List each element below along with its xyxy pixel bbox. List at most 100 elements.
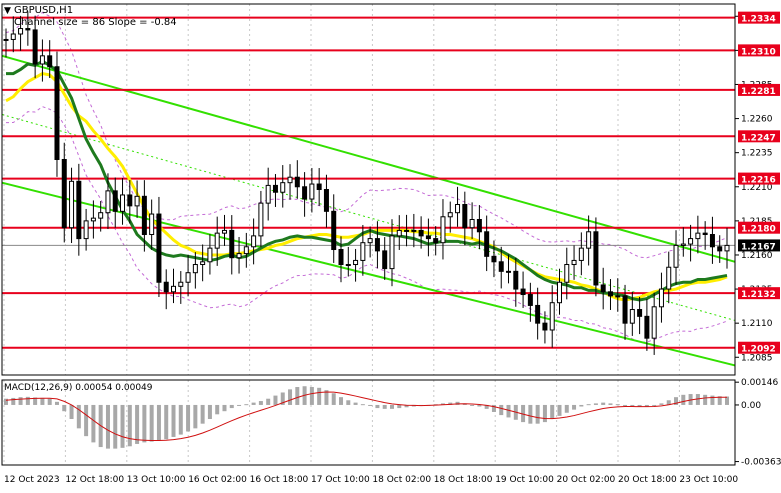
candle-body bbox=[498, 261, 504, 272]
x-tick-label: 17 Oct 10:00 bbox=[311, 475, 370, 485]
macd-histogram-bar bbox=[237, 404, 242, 406]
macd-histogram-bar bbox=[40, 397, 45, 405]
candle bbox=[214, 216, 220, 266]
candle-body bbox=[527, 294, 533, 306]
macd-histogram-bar bbox=[652, 404, 657, 406]
macd-histogram-bar bbox=[615, 404, 620, 406]
candle-body bbox=[302, 186, 308, 200]
macd-histogram-bar bbox=[69, 404, 74, 419]
candle-body bbox=[243, 246, 249, 255]
macd-histogram-bar bbox=[666, 400, 671, 405]
candle bbox=[666, 251, 672, 304]
macd-histogram-bar bbox=[535, 404, 540, 424]
candle bbox=[491, 240, 497, 278]
candle bbox=[404, 214, 410, 247]
candle bbox=[600, 267, 606, 310]
candle-body bbox=[411, 229, 417, 232]
macd-histogram-bar bbox=[47, 398, 52, 405]
candle-body bbox=[535, 304, 541, 324]
candle bbox=[207, 234, 213, 275]
candle bbox=[236, 236, 242, 274]
candle-body bbox=[69, 180, 75, 229]
candle bbox=[83, 208, 89, 251]
macd-histogram-bar bbox=[630, 404, 635, 407]
ma-slow-line bbox=[6, 59, 728, 302]
candle bbox=[506, 254, 512, 284]
candle-body bbox=[185, 272, 191, 283]
macd-histogram-bar bbox=[484, 404, 489, 409]
candle bbox=[141, 180, 147, 252]
macd-histogram-bar bbox=[601, 402, 606, 405]
candle bbox=[673, 230, 679, 285]
macd-histogram-bar bbox=[54, 401, 59, 405]
macd-histogram-bar bbox=[84, 404, 89, 437]
candle bbox=[622, 284, 628, 340]
candle-body bbox=[673, 244, 679, 268]
macd-histogram-bar bbox=[725, 396, 729, 405]
collapse-toggle-icon[interactable]: ▼ bbox=[4, 6, 11, 16]
level-label: 1.2180 bbox=[741, 225, 776, 235]
macd-subwindow: MACD(12,26,9) 0.00054 0.00049 bbox=[4, 383, 729, 449]
candle bbox=[251, 218, 257, 265]
level-label: 1.2247 bbox=[741, 133, 776, 143]
candle bbox=[389, 219, 395, 287]
macd-histogram-bar bbox=[120, 404, 125, 448]
candle bbox=[724, 227, 730, 269]
candle bbox=[287, 164, 293, 200]
candle-body bbox=[578, 247, 584, 261]
candle-body bbox=[476, 219, 482, 233]
macd-histogram-bar bbox=[135, 404, 140, 444]
y-tick-label: 1.2110 bbox=[741, 319, 773, 329]
candle bbox=[316, 168, 322, 206]
candle bbox=[345, 246, 351, 277]
candle bbox=[462, 191, 468, 246]
x-tick-label: 18 Oct 02:00 bbox=[372, 475, 431, 485]
y-tick-label: 1.2160 bbox=[741, 251, 773, 261]
candle-body bbox=[39, 55, 45, 65]
candle-body bbox=[272, 184, 278, 193]
candle bbox=[440, 199, 446, 260]
macd-histogram-bar bbox=[164, 404, 169, 440]
candle-body bbox=[316, 183, 322, 190]
macd-histogram-bar bbox=[389, 404, 394, 409]
price-panel-frame bbox=[1, 3, 736, 376]
candle bbox=[25, 11, 31, 46]
candle-body bbox=[484, 231, 490, 257]
candle bbox=[302, 172, 308, 217]
candle-body bbox=[287, 176, 293, 184]
macd-histogram-bar bbox=[127, 404, 132, 447]
candle bbox=[527, 282, 533, 322]
candle bbox=[520, 271, 526, 308]
level-label: 1.2216 bbox=[741, 176, 776, 186]
macd-histogram-bar bbox=[266, 398, 271, 405]
macd-histogram-bar bbox=[695, 394, 700, 405]
macd-y-tick-label: -0.00363 bbox=[741, 458, 781, 468]
candle bbox=[47, 40, 53, 79]
candle-body bbox=[98, 212, 104, 219]
candle bbox=[578, 232, 584, 276]
chart-header: ▼ GBPUSD,H1 Channel size = 86 Slope = -0… bbox=[4, 5, 177, 28]
candle-body bbox=[382, 250, 388, 270]
candle bbox=[192, 252, 198, 289]
level-label-bg bbox=[738, 221, 780, 234]
candle-body bbox=[127, 194, 133, 207]
candle-body bbox=[221, 229, 227, 234]
candle bbox=[112, 177, 118, 228]
macd-histogram-bar bbox=[288, 389, 293, 405]
macd-histogram-bar bbox=[25, 396, 30, 405]
macd-histogram-bar bbox=[178, 404, 183, 435]
candle-body bbox=[18, 28, 24, 35]
candle-body bbox=[622, 295, 628, 324]
candle-body bbox=[353, 259, 359, 266]
macd-histogram-bar bbox=[207, 404, 212, 419]
candle-body bbox=[178, 281, 184, 287]
candle-body bbox=[331, 210, 337, 251]
candle-body bbox=[418, 229, 424, 237]
x-tick-label: 12 Oct 2023 bbox=[4, 475, 60, 485]
candle-body bbox=[171, 285, 177, 293]
candle-body bbox=[651, 306, 657, 339]
macd-histogram-bar bbox=[542, 404, 547, 423]
candle bbox=[651, 292, 657, 355]
macd-histogram-bar bbox=[586, 404, 591, 406]
